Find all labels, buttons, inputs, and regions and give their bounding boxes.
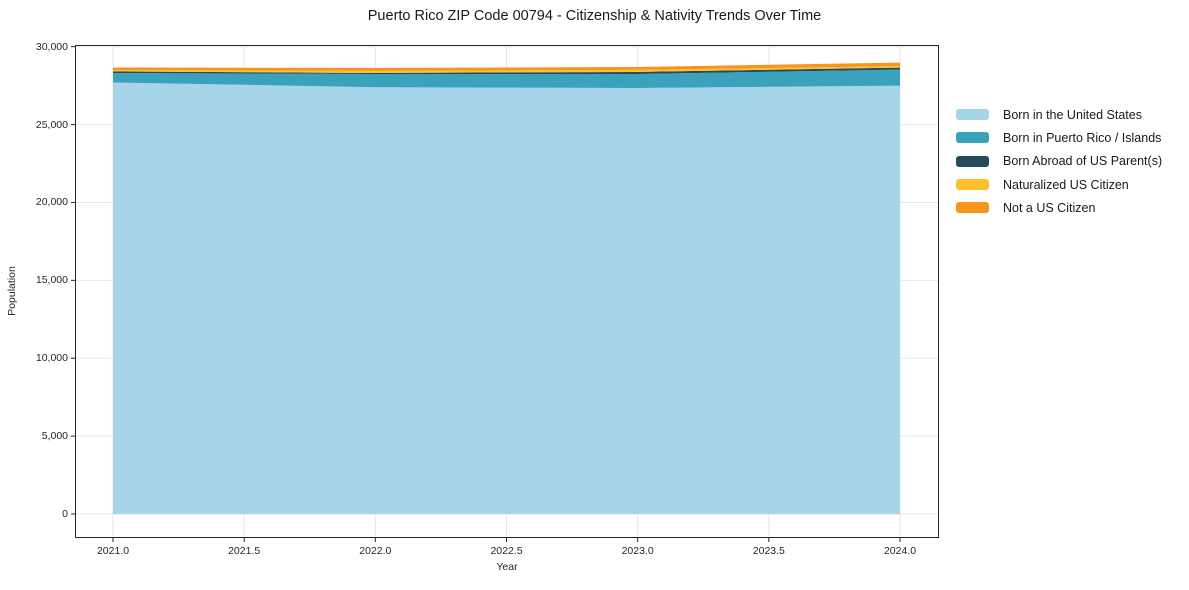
y-axis-title: Population [6, 266, 18, 316]
legend-swatch [956, 109, 989, 121]
chart-title: Puerto Rico ZIP Code 00794 - Citizenship… [367, 8, 822, 24]
area-born-in-puerto-rico-islands [113, 69, 900, 88]
y-tick-label: 0 [62, 508, 68, 520]
legend-item-1: Born in Puerto Rico / Islands [956, 126, 1162, 149]
y-tick-label: 25,000 [35, 118, 68, 131]
legend-label: Naturalized US Citizen [1003, 177, 1129, 192]
legend-swatch [956, 179, 989, 191]
legend-item-4: Not a US Citizen [956, 196, 1162, 219]
legend-label: Born Abroad of US Parent(s) [1003, 154, 1163, 169]
x-tick-label: 2023.5 [752, 545, 785, 557]
x-tick-label: 2022.0 [359, 545, 392, 557]
legend-label: Not a US Citizen [1003, 200, 1096, 215]
legend-item-2: Born Abroad of US Parent(s) [956, 150, 1162, 173]
x-tick-label: 2022.5 [490, 545, 523, 557]
y-tick-label: 15,000 [35, 274, 68, 287]
x-tick-label: 2021.5 [228, 545, 261, 557]
legend-label: Born in Puerto Rico / Islands [1003, 130, 1162, 145]
legend-swatch [956, 132, 989, 144]
y-tick-label: 10,000 [35, 352, 68, 365]
area-naturalized-us-citizen [113, 66, 900, 73]
y-tick-label: 30,000 [35, 40, 68, 53]
legend-label: Born in the United States [1003, 107, 1142, 122]
y-tick-label: 20,000 [35, 196, 68, 209]
area-not-a-us-citizen [113, 62, 900, 71]
plot-border [75, 45, 939, 538]
x-tick-label: 2024.0 [883, 545, 917, 557]
y-tick-label: 5,000 [41, 430, 68, 443]
legend: Born in the United States Born in Puerto … [956, 103, 1162, 219]
legend-swatch [956, 202, 989, 214]
legend-swatch [956, 155, 989, 167]
x-axis-title: Year [496, 561, 518, 573]
legend-item-3: Naturalized US Citizen [956, 173, 1162, 196]
area-born-in-the-united-states [113, 82, 900, 514]
x-tick-label: 2023.0 [621, 545, 654, 557]
legend-item-0: Born in the United States [956, 103, 1162, 126]
x-tick-label: 2021.0 [96, 545, 130, 557]
area-born-abroad-of-us-parent-s [113, 67, 900, 74]
